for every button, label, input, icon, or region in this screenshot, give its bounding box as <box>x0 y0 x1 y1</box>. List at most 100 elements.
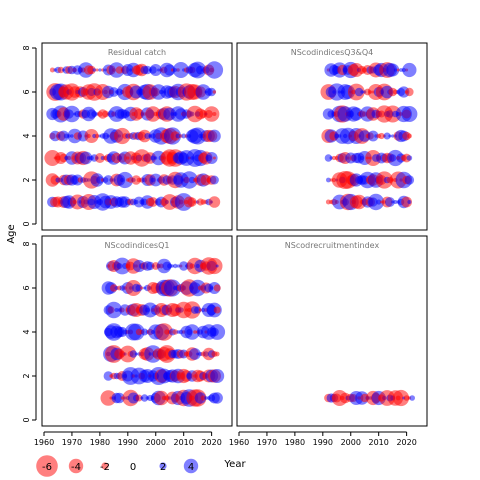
bubble <box>157 68 160 72</box>
bubble <box>404 175 415 185</box>
bubble <box>91 111 98 117</box>
bubble <box>57 66 64 74</box>
y-tick-label: 8 <box>22 45 31 50</box>
bubble <box>194 392 207 404</box>
bubble <box>204 396 208 400</box>
bubble <box>164 329 170 335</box>
bubble <box>144 133 151 139</box>
bubble <box>209 175 219 185</box>
bubble <box>200 395 206 401</box>
bubble <box>212 112 217 116</box>
bubble <box>193 200 197 204</box>
bubble <box>349 107 363 121</box>
bubble <box>140 394 149 402</box>
bubble <box>148 197 158 207</box>
panel-frame <box>41 42 233 231</box>
legend-bubble <box>36 455 58 477</box>
bubble <box>215 264 219 268</box>
bubble <box>95 68 99 72</box>
bubble <box>324 154 333 162</box>
bubble <box>135 394 143 402</box>
legend-label: -6 <box>42 462 52 473</box>
bubble <box>176 264 180 268</box>
bubble <box>367 130 379 142</box>
legend-bubble <box>68 458 84 474</box>
bubble <box>94 133 100 139</box>
bubble <box>208 129 221 143</box>
bubble <box>383 132 391 140</box>
bubble <box>115 66 124 74</box>
bubble <box>195 84 211 100</box>
bubble <box>129 350 138 358</box>
bubble <box>140 286 144 290</box>
bubble <box>167 263 173 269</box>
bubble <box>135 284 143 292</box>
panel-1: Residual catch <box>41 42 233 231</box>
x-axis-2: 1960 1970 1980 1990 2000 2010 2020 <box>229 431 417 447</box>
y-tick-label: 4 <box>22 133 31 138</box>
bubble <box>396 68 400 72</box>
bubble <box>213 306 221 314</box>
x-tick-label: 1970 <box>257 438 277 447</box>
bubble <box>114 308 119 312</box>
legend-label: -4 <box>71 462 81 473</box>
bubble <box>405 87 414 97</box>
x-tick-label: 1970 <box>62 438 82 447</box>
bubble <box>63 105 81 123</box>
x-tick-label: 1980 <box>90 438 110 447</box>
bubble <box>187 197 197 207</box>
bubble <box>143 65 152 75</box>
panel-frame <box>41 235 233 427</box>
y-axis-2: 0 2 4 6 8 <box>22 241 37 423</box>
bubble <box>367 193 385 211</box>
bubbles <box>320 61 418 211</box>
bubble <box>149 64 162 76</box>
bubble <box>392 389 410 407</box>
bubble <box>409 395 416 401</box>
x-tick-label: 2010 <box>174 438 194 447</box>
bubble <box>388 134 392 138</box>
bubble <box>196 352 200 356</box>
x-tick-label: 1990 <box>313 438 333 447</box>
bubble <box>172 62 189 78</box>
bubble <box>213 284 221 292</box>
y-axis-label: Age <box>6 224 17 243</box>
legend-label: 2 <box>160 462 166 473</box>
bubble <box>212 90 217 94</box>
bubble <box>134 352 138 356</box>
bubble <box>406 133 412 139</box>
y-tick-label: 0 <box>22 417 31 422</box>
panel-frame <box>236 235 428 427</box>
panel-3: NScodindicesQ1 <box>41 235 233 427</box>
bubble <box>406 155 413 161</box>
y-tick-label: 4 <box>22 329 31 334</box>
x-tick-label: 2020 <box>396 438 416 447</box>
bubble <box>141 328 149 336</box>
bubble <box>164 64 176 76</box>
bubble <box>211 392 223 404</box>
bubble <box>94 153 105 163</box>
panel-4: NScodrecruitmentindex <box>236 235 428 427</box>
bubble <box>205 152 218 164</box>
bubble <box>407 200 412 204</box>
x-tick-label: 2020 <box>201 438 221 447</box>
bubble <box>105 301 123 319</box>
bubble <box>164 279 181 297</box>
bubble <box>184 324 200 340</box>
y-tick-label: 0 <box>22 221 31 226</box>
bubble <box>212 156 216 160</box>
bubble <box>376 199 382 205</box>
x-tick-label: 1960 <box>229 438 249 447</box>
bubble <box>393 200 398 204</box>
bubble <box>173 263 178 269</box>
legend-bubble <box>183 458 199 474</box>
bubble <box>378 132 385 140</box>
bubble <box>206 257 223 275</box>
bubble <box>402 62 417 78</box>
bubble <box>100 390 117 406</box>
panel-title: NScodindicesQ3&Q4 <box>291 48 374 57</box>
bubble <box>114 392 125 404</box>
panel-2: NScodindicesQ3&Q4 <box>236 42 428 231</box>
bubble <box>205 61 224 79</box>
